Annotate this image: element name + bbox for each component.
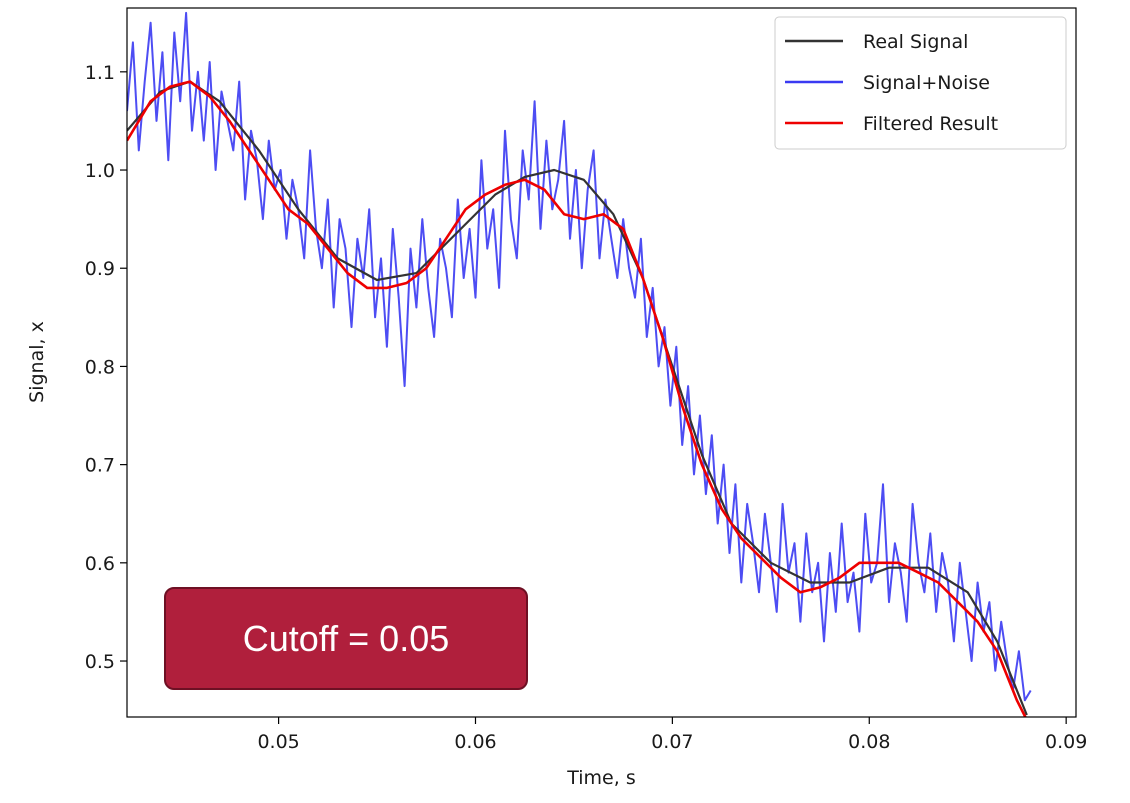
y-axis-label: Signal, x: [26, 321, 48, 403]
legend-item-real-signal: Real Signal: [863, 31, 968, 53]
x-tick-label: 0.08: [848, 731, 890, 753]
x-tick-label: 0.06: [454, 731, 496, 753]
x-tick-label: 0.07: [651, 731, 693, 753]
legend-item-signal-noise: Signal+Noise: [863, 72, 990, 94]
y-tick-label: 1.1: [85, 62, 115, 84]
y-tick-label: 1.0: [85, 160, 115, 182]
y-tick-label: 0.5: [85, 651, 115, 673]
series-real-signal: [127, 80, 1028, 716]
x-tick-label: 0.05: [257, 731, 299, 753]
y-tick-label: 0.8: [85, 356, 115, 378]
legend-box: [774, 16, 1067, 150]
y-tick-label: 0.6: [85, 553, 115, 575]
y-tick-label: 0.9: [85, 258, 115, 280]
cutoff-annotation: Cutoff = 0.05: [164, 587, 528, 690]
legend-item-filtered-result: Filtered Result: [863, 113, 998, 135]
plot-frame: [126, 7, 1077, 718]
x-tick-label: 0.09: [1045, 731, 1087, 753]
legend: Real Signal Signal+Noise Filtered Result: [774, 16, 1067, 150]
x-axis-label: Time, s: [566, 767, 635, 789]
y-tick-label: 0.7: [85, 455, 115, 477]
series-filtered-result: [127, 80, 1027, 717]
